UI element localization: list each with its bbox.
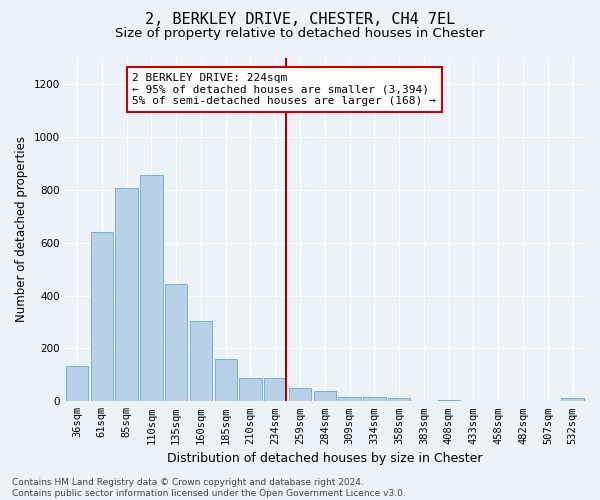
Bar <box>314 390 336 402</box>
Bar <box>239 378 262 402</box>
Y-axis label: Number of detached properties: Number of detached properties <box>15 136 28 322</box>
Bar <box>66 366 88 402</box>
Text: Contains HM Land Registry data © Crown copyright and database right 2024.
Contai: Contains HM Land Registry data © Crown c… <box>12 478 406 498</box>
Bar <box>165 284 187 402</box>
Bar <box>264 378 286 402</box>
Bar <box>562 398 584 402</box>
Text: 2 BERKLEY DRIVE: 224sqm
← 95% of detached houses are smaller (3,394)
5% of semi-: 2 BERKLEY DRIVE: 224sqm ← 95% of detache… <box>133 73 436 106</box>
Bar <box>190 320 212 402</box>
Text: Size of property relative to detached houses in Chester: Size of property relative to detached ho… <box>115 28 485 40</box>
Bar <box>215 359 237 402</box>
Bar <box>289 388 311 402</box>
Text: 2, BERKLEY DRIVE, CHESTER, CH4 7EL: 2, BERKLEY DRIVE, CHESTER, CH4 7EL <box>145 12 455 28</box>
X-axis label: Distribution of detached houses by size in Chester: Distribution of detached houses by size … <box>167 452 482 465</box>
Bar <box>437 400 460 402</box>
Bar <box>91 232 113 402</box>
Bar <box>363 396 386 402</box>
Bar <box>388 398 410 402</box>
Bar <box>338 398 361 402</box>
Bar <box>115 188 138 402</box>
Bar <box>140 175 163 402</box>
